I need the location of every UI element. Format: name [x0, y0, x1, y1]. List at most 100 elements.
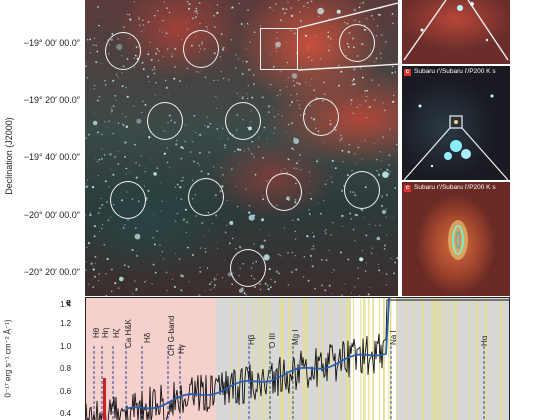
star [247, 84, 249, 87]
star [339, 139, 341, 142]
star [329, 37, 332, 40]
star [180, 289, 183, 292]
star [140, 155, 142, 157]
star [359, 295, 361, 296]
star [106, 127, 108, 129]
star [251, 96, 254, 99]
star [248, 68, 251, 71]
star [290, 30, 292, 32]
star [298, 160, 300, 162]
star [249, 215, 251, 218]
star [224, 231, 227, 234]
star [121, 85, 124, 88]
star [312, 232, 313, 234]
star [116, 73, 118, 75]
inset-middle-caption: Subaru r′/Subaru i′/P200 K s [414, 68, 496, 75]
star [352, 228, 355, 231]
star [229, 221, 234, 225]
star [286, 62, 288, 64]
star [204, 124, 206, 126]
star [220, 71, 222, 73]
star [162, 258, 164, 260]
star [311, 248, 313, 250]
star [220, 56, 222, 58]
star [103, 243, 106, 246]
star [336, 9, 341, 14]
star [272, 65, 275, 68]
star [323, 81, 325, 84]
star [376, 25, 378, 27]
star [380, 160, 382, 162]
star [147, 75, 150, 78]
spectrum-trace [86, 299, 509, 420]
star [133, 1, 136, 3]
star [310, 192, 311, 194]
star [243, 25, 246, 27]
star [248, 149, 250, 151]
star [204, 76, 207, 79]
atmospheric-lines [230, 298, 503, 420]
star [241, 97, 244, 100]
star [124, 264, 126, 267]
star [314, 287, 316, 290]
star [366, 17, 368, 20]
star [184, 124, 186, 126]
star [368, 223, 371, 225]
star [251, 153, 253, 155]
star [381, 209, 387, 215]
star [281, 115, 283, 117]
star [198, 2, 201, 4]
star [160, 182, 162, 184]
star [285, 8, 288, 11]
star [318, 15, 320, 18]
aperture-circle [110, 181, 146, 219]
star [324, 232, 327, 235]
star [199, 22, 201, 25]
star [394, 261, 396, 264]
spectrum-ylabel: 0⁻¹⁷ erg s⁻¹ cm⁻² Å⁻¹) [3, 319, 13, 398]
star [246, 22, 249, 25]
star [98, 95, 101, 98]
star [291, 147, 293, 150]
star [267, 288, 270, 291]
star [259, 288, 262, 291]
star [213, 278, 216, 281]
star [299, 107, 301, 109]
star [101, 204, 104, 206]
star [188, 7, 190, 10]
star [295, 93, 298, 95]
star [239, 163, 240, 165]
star [383, 109, 386, 112]
star [137, 16, 140, 19]
star [94, 157, 96, 159]
star [369, 106, 371, 108]
star [122, 26, 125, 29]
star [288, 123, 290, 126]
star [276, 37, 278, 39]
star [128, 14, 130, 16]
star [179, 186, 182, 189]
star [374, 142, 376, 144]
star [213, 277, 216, 279]
star [361, 250, 363, 252]
star [186, 67, 189, 70]
star [118, 287, 120, 289]
star [324, 289, 327, 292]
star [236, 206, 239, 208]
spectrum-panel [85, 297, 510, 420]
star [296, 168, 298, 170]
star [129, 18, 132, 21]
star [371, 247, 373, 249]
inset-panel-top [402, 0, 510, 64]
star [101, 227, 103, 230]
line-label-ch-gband: CH G-band [167, 315, 176, 356]
star [236, 92, 238, 94]
star [348, 144, 351, 146]
star [371, 79, 374, 81]
star [215, 278, 217, 280]
star [110, 107, 112, 109]
star [278, 253, 280, 256]
star [282, 8, 285, 10]
star [99, 207, 101, 210]
star [270, 84, 272, 86]
